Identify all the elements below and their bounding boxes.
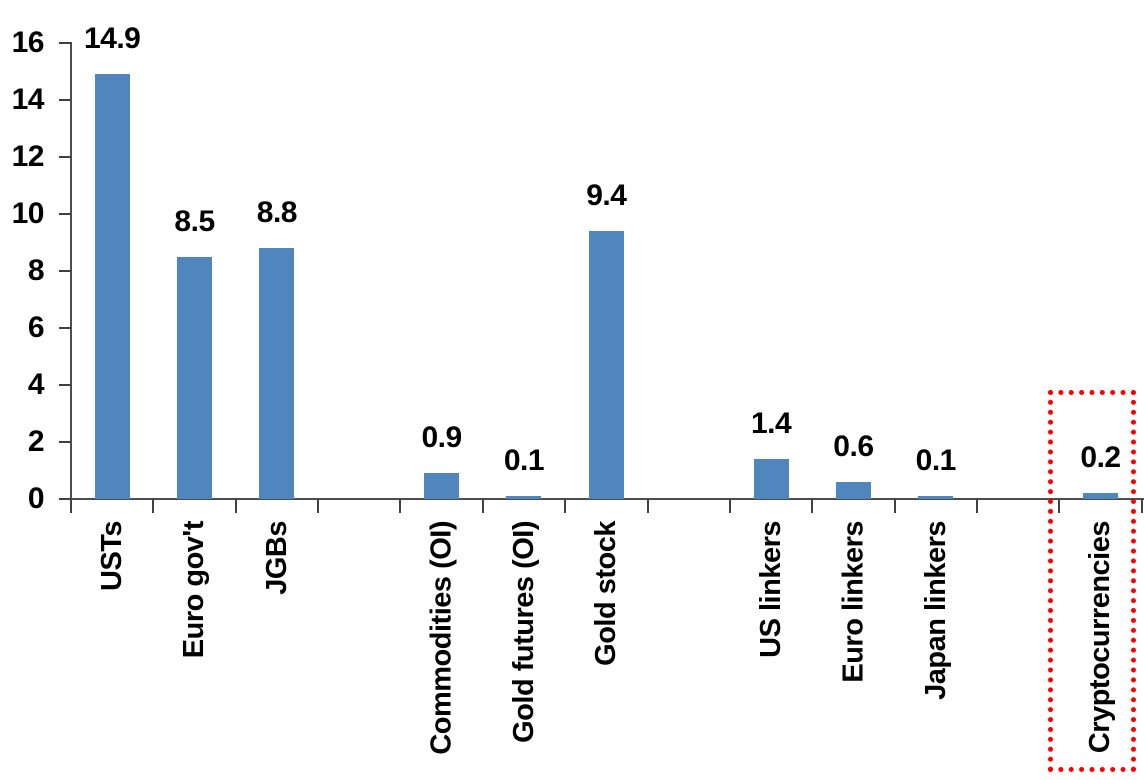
bar-value-label: 1.4 <box>750 406 792 440</box>
x-category-label: JGBs <box>260 521 293 595</box>
bar-value-label: 9.4 <box>586 178 627 212</box>
x-category-label: Euro gov't <box>178 521 211 659</box>
x-axis-line <box>70 497 1144 500</box>
x-tick <box>1140 498 1143 513</box>
y-tick-label: 12 <box>11 139 45 173</box>
bar <box>918 495 954 499</box>
y-tick-label: 8 <box>27 253 45 287</box>
y-tick-label: 0 <box>27 481 45 515</box>
bar <box>588 230 624 499</box>
y-tick <box>59 269 71 272</box>
x-category-label: Commodities (OI) <box>425 521 458 755</box>
x-tick <box>1058 498 1061 513</box>
y-tick <box>59 326 71 329</box>
y-tick-label: 14 <box>11 82 45 116</box>
y-tick-label: 2 <box>27 424 45 458</box>
bar-value-label: 0.1 <box>915 443 957 477</box>
x-category-label: Gold stock <box>590 521 623 666</box>
x-category-label: USTs <box>96 521 129 591</box>
bar-value-label: 0.9 <box>421 420 463 454</box>
bar <box>424 472 460 499</box>
bar <box>835 481 871 499</box>
bar <box>1083 492 1118 499</box>
y-tick <box>59 497 71 500</box>
y-axis-line <box>70 42 72 500</box>
x-category-label: Euro linkers <box>837 521 870 683</box>
y-tick-label: 10 <box>11 196 45 230</box>
x-tick <box>564 498 567 513</box>
bar-value-label: 0.2 <box>1080 440 1121 474</box>
bar <box>177 256 213 499</box>
y-tick-label: 16 <box>11 25 45 59</box>
x-category-label: Japan linkers <box>919 521 952 700</box>
x-tick <box>70 498 72 513</box>
x-tick <box>728 498 731 513</box>
bar-value-label: 14.9 <box>83 21 141 55</box>
x-tick <box>811 498 814 513</box>
crypto-highlight-box <box>1047 390 1136 772</box>
x-category-label: Gold futures (OI) <box>507 521 540 743</box>
x-tick <box>481 498 484 513</box>
bar <box>753 458 789 499</box>
y-tick <box>59 212 71 215</box>
x-tick <box>317 498 320 513</box>
y-tick-label: 4 <box>27 367 45 401</box>
y-tick <box>59 98 71 101</box>
x-tick <box>399 498 402 513</box>
bar-value-label: 0.6 <box>833 429 874 463</box>
bar <box>94 73 130 499</box>
y-tick <box>59 440 71 443</box>
x-category-label: US linkers <box>755 521 788 658</box>
x-tick <box>975 498 978 513</box>
y-tick <box>59 383 71 386</box>
y-tick <box>59 155 71 158</box>
bar-value-label: 8.8 <box>256 195 298 229</box>
y-tick-label: 6 <box>27 310 45 344</box>
bar <box>506 495 542 499</box>
x-tick <box>234 498 237 513</box>
x-tick <box>646 498 649 513</box>
x-tick <box>893 498 896 513</box>
bar <box>259 247 295 499</box>
y-tick <box>59 41 71 44</box>
bar-value-label: 8.5 <box>174 204 215 238</box>
x-tick <box>152 498 155 513</box>
bar-value-label: 0.1 <box>503 443 545 477</box>
